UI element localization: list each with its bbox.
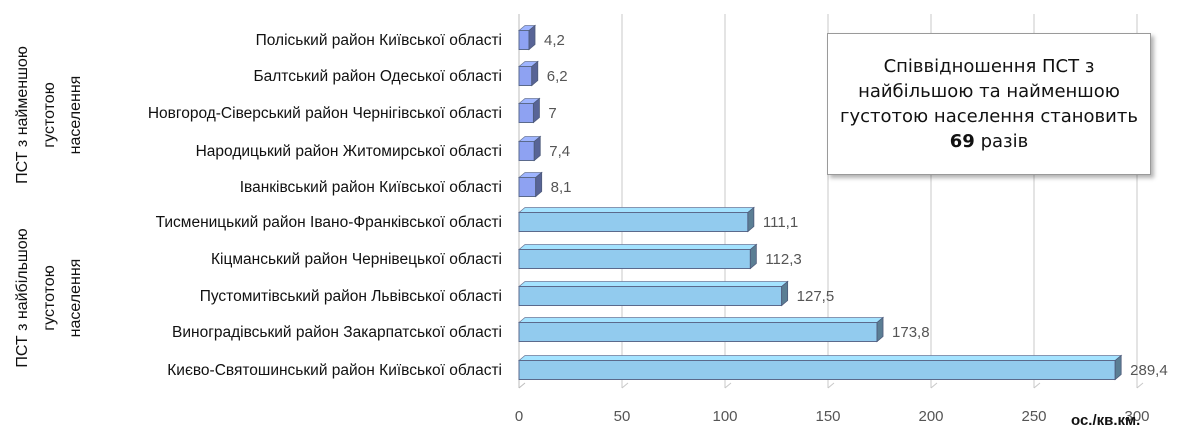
- gridline-depth: [724, 382, 732, 389]
- annotation-line-1: Співвідношення ПСТ з: [883, 56, 1095, 77]
- bar-top-face: [517, 281, 789, 287]
- bar-value-label: 7: [548, 105, 556, 122]
- bar-top-face: [517, 317, 885, 323]
- x-tick-label: 150: [815, 408, 840, 425]
- bar-value-label: 173,8: [892, 324, 930, 341]
- bar: [518, 286, 783, 306]
- x-tick-label: 300: [1124, 408, 1149, 425]
- bar: [518, 103, 534, 123]
- x-tick-label: 0: [515, 408, 523, 425]
- bar-value-label: 8,1: [551, 179, 572, 196]
- x-axis-unit-label: ос./кв.км.: [1071, 412, 1141, 429]
- bar-value-label: 6,2: [547, 68, 568, 85]
- bar: [518, 177, 537, 197]
- annotation-line-2: найбільшою та найменшою: [858, 81, 1120, 102]
- bar: [518, 141, 535, 161]
- gridline-depth: [621, 382, 629, 389]
- annotation-line-3: густотою населення становить: [840, 106, 1138, 127]
- category-label: Іванківський район Київської області: [240, 179, 502, 196]
- group-label-line: густотою: [41, 265, 58, 330]
- bar-side-face: [535, 171, 543, 198]
- bar-top-face: [517, 355, 1123, 361]
- x-tick-label: 50: [614, 408, 631, 425]
- bar-value-label: 111,1: [763, 214, 798, 231]
- category-label: Києво-Святошинський район Київської обла…: [167, 362, 502, 379]
- x-tick-label: 250: [1021, 408, 1046, 425]
- bar-top-face: [517, 244, 758, 250]
- bar-side-face: [876, 316, 884, 343]
- bar: [518, 322, 878, 342]
- gridline-depth: [827, 382, 835, 389]
- annotation-ratio: 69: [949, 131, 975, 152]
- axis-depth-edge: [518, 382, 526, 389]
- bar-side-face: [749, 243, 757, 270]
- ratio-annotation-box: Співвідношення ПСТ з найбільшою та найме…: [827, 33, 1151, 175]
- annotation-line-4: 69 разів: [950, 129, 1028, 154]
- bar-value-label: 112,3: [765, 251, 801, 268]
- bar: [518, 360, 1116, 380]
- annotation-suffix: разів: [974, 131, 1029, 152]
- bar: [518, 212, 749, 232]
- category-label: Балтський район Одеської області: [253, 68, 502, 85]
- bar: [518, 30, 530, 50]
- bar-value-label: 127,5: [797, 288, 835, 305]
- category-label: Новгород-Сіверський район Чернігівської …: [148, 105, 502, 122]
- gridline-depth: [930, 382, 938, 389]
- group-label-line: населення: [67, 76, 84, 155]
- x-tick-label: 100: [712, 408, 737, 425]
- x-tick-label: 200: [918, 408, 943, 425]
- bar-value-label: 4,2: [544, 32, 565, 49]
- category-label: Народицький район Житомирської області: [196, 143, 502, 160]
- category-label: Пустомитівський район Львівської області: [200, 288, 502, 305]
- category-label: Кіцманський район Чернівецької області: [211, 251, 502, 268]
- category-label: Поліський район Київської області: [256, 32, 502, 49]
- bar: [518, 66, 533, 86]
- bar-side-face: [533, 135, 541, 162]
- bar-side-face: [781, 280, 789, 307]
- category-label: Виноградівський район Закарпатської обла…: [172, 324, 502, 341]
- group-label-line: населення: [67, 259, 84, 338]
- bar-side-face: [747, 206, 755, 233]
- gridline-depth: [1033, 382, 1041, 389]
- category-label: Тисменицький район Івано-Франківської об…: [156, 214, 502, 231]
- bar-side-face: [1114, 354, 1122, 381]
- bar-side-face: [531, 60, 539, 87]
- bar-side-face: [528, 24, 536, 51]
- group-label-line: ПСТ з найбільшою: [14, 228, 31, 367]
- bar-side-face: [533, 97, 540, 124]
- bar-value-label: 289,4: [1130, 362, 1168, 379]
- bar: [518, 249, 751, 269]
- group-label-line: густотою: [41, 82, 58, 147]
- bar-value-label: 7,4: [549, 143, 570, 160]
- bar-top-face: [517, 207, 755, 213]
- gridline-depth: [1136, 382, 1144, 389]
- group-label-line: ПСТ з найменшою: [14, 46, 31, 184]
